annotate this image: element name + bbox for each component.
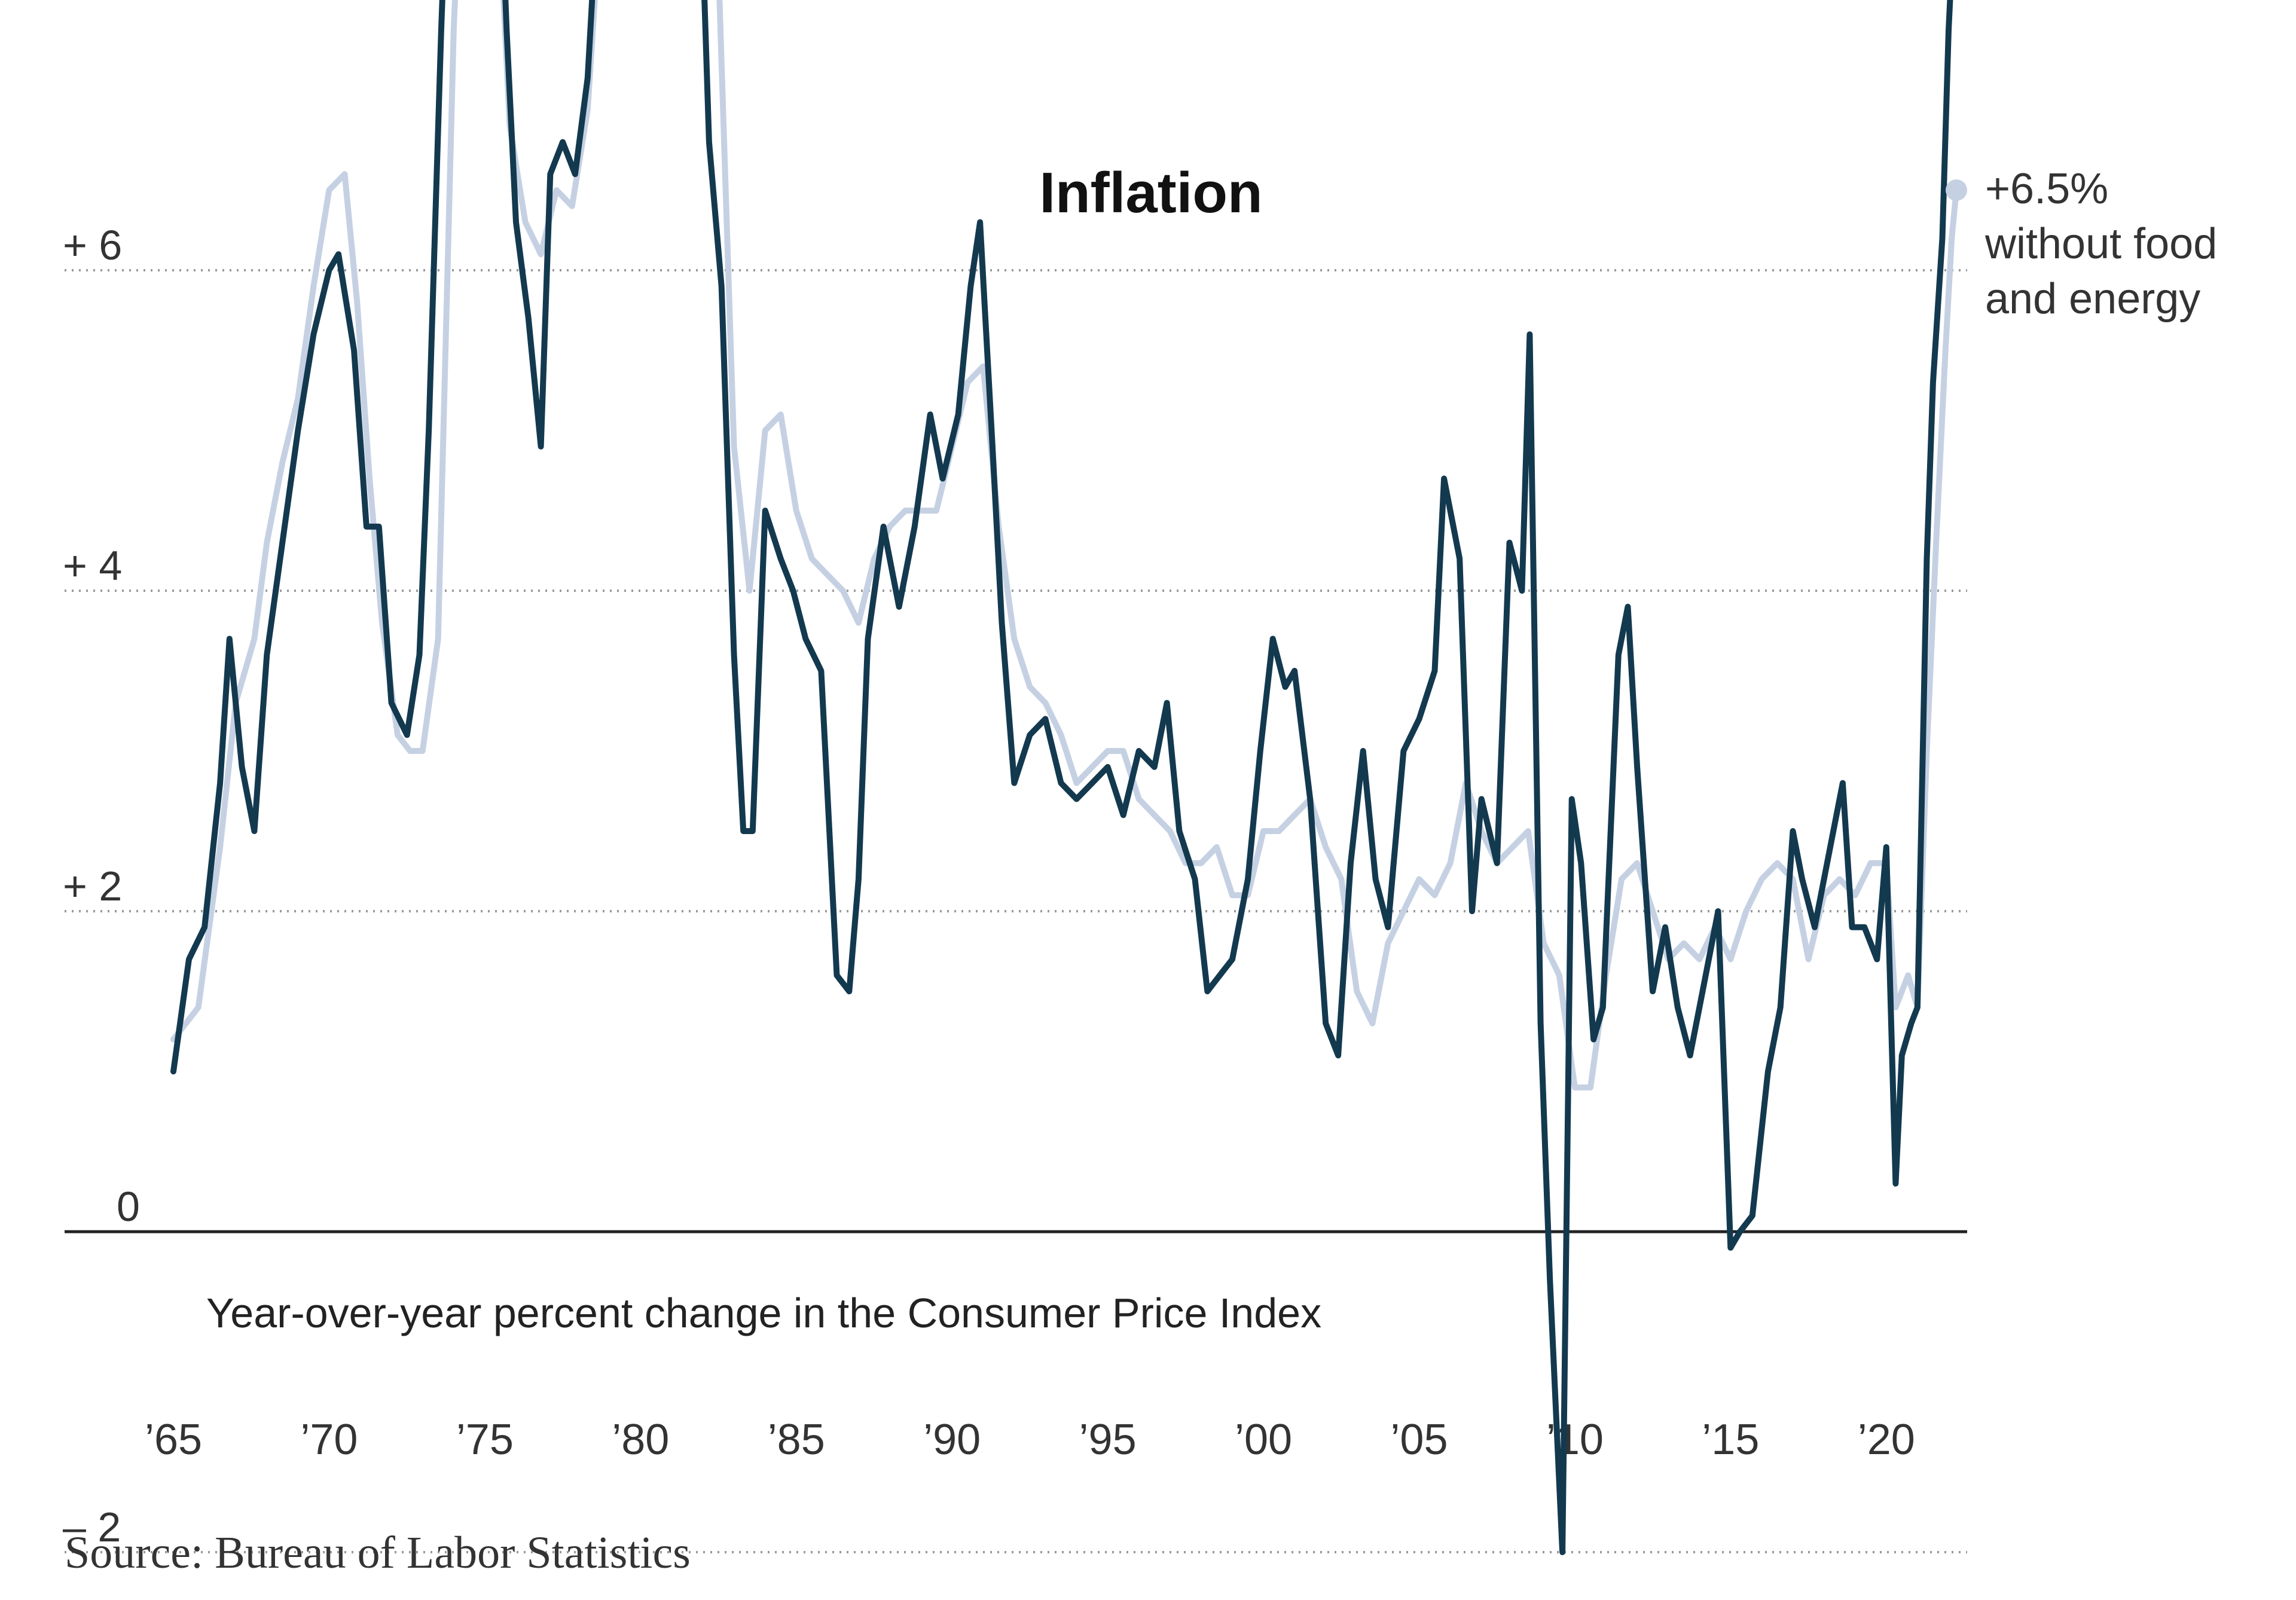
x-tick-label: ’00 xyxy=(1235,1416,1292,1464)
x-tick-label: ’70 xyxy=(300,1416,358,1464)
x-tick-label: ’05 xyxy=(1390,1416,1448,1464)
series-group xyxy=(170,0,1959,1555)
core-end-marker xyxy=(1945,179,1967,201)
x-tick-label: ’95 xyxy=(1079,1416,1137,1464)
y-tick-label: + 2 xyxy=(63,863,122,909)
all-items-cpi-line xyxy=(170,0,1953,1555)
y-tick-label: + 4 xyxy=(63,542,122,589)
x-tick-label: ’20 xyxy=(1858,1416,1915,1464)
x-tick-label: ’85 xyxy=(768,1416,825,1464)
core-cpi-line xyxy=(170,0,1959,1091)
x-tick-label: ’90 xyxy=(923,1416,981,1464)
core-annotation-line: without food xyxy=(1984,220,2217,268)
chart-title: Inflation xyxy=(1039,161,1262,225)
core-annotation-line: +6.5% xyxy=(1985,165,2108,213)
x-tick-label: ’75 xyxy=(456,1416,514,1464)
x-tick-label: ’65 xyxy=(145,1416,202,1464)
y-tick-label: 0 xyxy=(117,1183,140,1230)
x-tick-label: ’15 xyxy=(1702,1416,1759,1464)
source-note: Source: Bureau of Labor Statistics xyxy=(65,1528,691,1578)
y-tick-label: – 2 xyxy=(63,1504,121,1550)
x-tick-label: ’80 xyxy=(612,1416,669,1464)
x-axis-ticks: ’65’70’75’80’85’90’95’00’05’10’15’20 xyxy=(145,1416,1915,1464)
y-axis-ticks: +14%+12+10+ 8+ 6+ 4+ 20– 2 xyxy=(63,222,140,1550)
chart-subtitle: Year-over-year percent change in the Con… xyxy=(206,1290,1321,1336)
core-annotation-line: and energy xyxy=(1985,275,2200,323)
y-tick-label: + 6 xyxy=(63,222,122,268)
